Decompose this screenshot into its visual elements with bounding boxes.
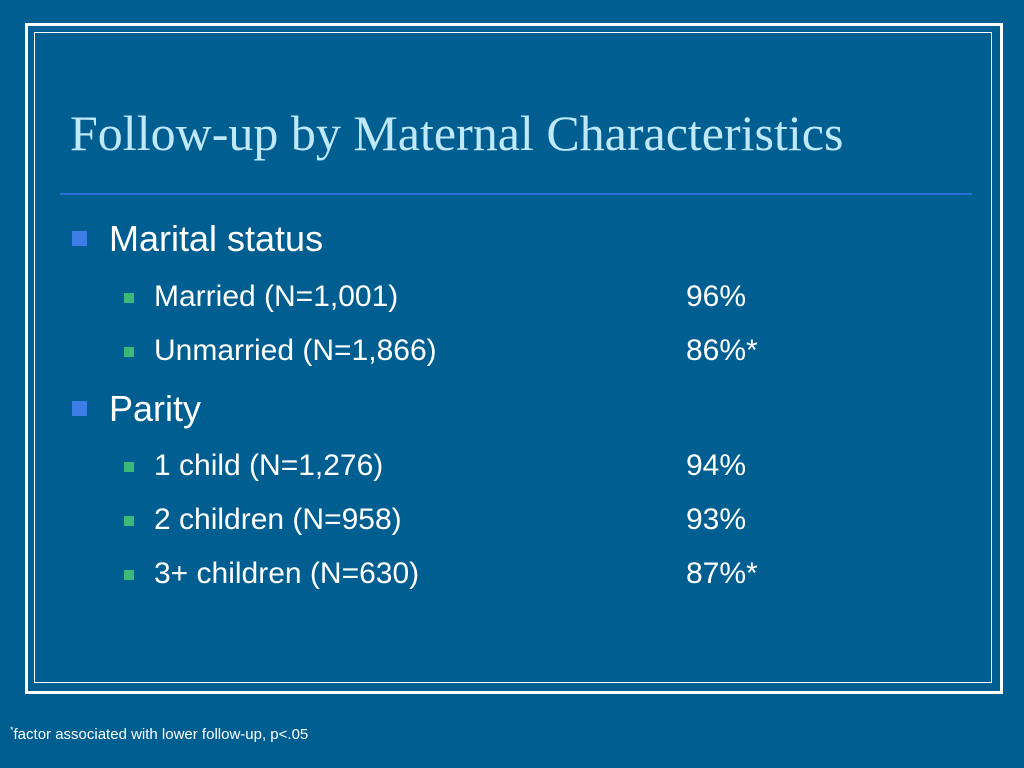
square-bullet-icon	[124, 462, 134, 472]
square-bullet-icon	[124, 347, 134, 357]
item-value: 87%*	[686, 557, 758, 590]
square-bullet-icon	[72, 231, 87, 246]
slide-frame-inner	[34, 32, 992, 683]
square-bullet-icon	[124, 516, 134, 526]
title-divider	[60, 193, 972, 195]
item-value: 96%	[686, 280, 747, 313]
footnote-text: factor associated with lower follow-up, …	[13, 726, 309, 743]
square-bullet-icon	[124, 570, 134, 580]
slide-title: Follow-up by Maternal Characteristics	[70, 105, 844, 161]
item-label: 1 child (N=1,276)	[154, 449, 384, 482]
item-value: 94%	[686, 449, 747, 482]
section-heading-label: Marital status	[109, 218, 324, 259]
item-value: 93%	[686, 503, 747, 536]
section-heading-label: Parity	[109, 388, 202, 429]
item-label: 3+ children (N=630)	[154, 557, 420, 590]
slide-frame-outer	[25, 23, 1003, 694]
footnote-marker: *	[10, 725, 14, 735]
item-label: Married (N=1,001)	[154, 280, 399, 313]
item-label: Unmarried (N=1,866)	[154, 334, 437, 367]
square-bullet-icon	[124, 293, 134, 303]
footnote: *factor associated with lower follow-up,…	[10, 725, 309, 743]
item-label: 2 children (N=958)	[154, 503, 402, 536]
square-bullet-icon	[72, 401, 87, 416]
item-value: 86%*	[686, 334, 758, 367]
